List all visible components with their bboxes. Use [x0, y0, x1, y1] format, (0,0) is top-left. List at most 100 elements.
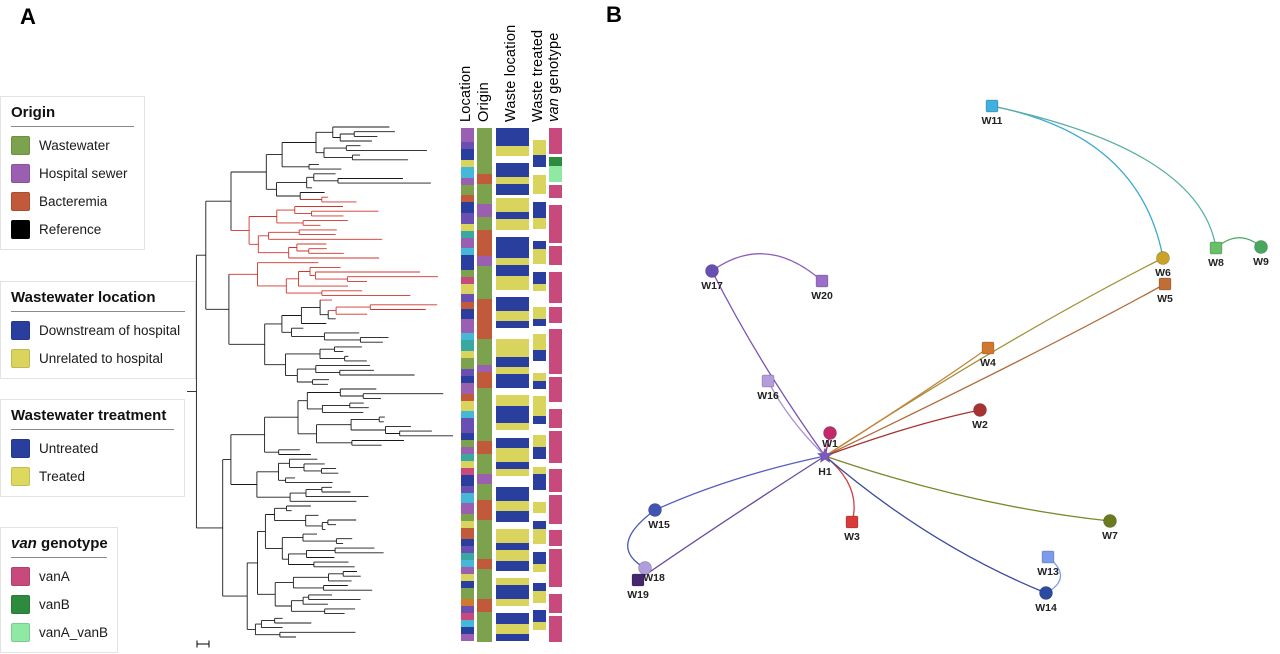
- heatmap-cell: [549, 612, 562, 617]
- heatmap-cell: [461, 559, 474, 568]
- heatmap-cell: [461, 453, 474, 461]
- heatmap-cell: [496, 339, 529, 357]
- heatmap-cell: [533, 155, 546, 167]
- network-node-label-W15: W15: [648, 519, 670, 531]
- heatmap-cell: [549, 153, 562, 157]
- scale-bar: [196, 640, 210, 648]
- heatmap-cell: [496, 613, 529, 624]
- network-node-label-W17: W17: [701, 280, 723, 292]
- heatmap-cell: [496, 486, 529, 501]
- network-node-label-W6: W6: [1155, 267, 1171, 279]
- legend-item-hospital-sewer: Hospital sewer: [11, 164, 134, 183]
- heatmap-cell: [533, 217, 546, 230]
- network-edge-W7-H1: [824, 455, 1111, 522]
- phylogenetic-tree: [187, 126, 453, 638]
- heatmap-cell: [549, 373, 562, 377]
- heatmap-cell: [549, 182, 562, 186]
- tree-branches: [187, 126, 453, 638]
- heatmap-cell: [549, 306, 562, 323]
- heatmap-cell: [461, 400, 474, 412]
- heatmap-cell: [461, 432, 474, 440]
- heatmap-cell: [477, 266, 492, 300]
- heatmap-cell: [533, 583, 546, 592]
- heatmap-cell: [461, 613, 474, 621]
- network-node-W2: [973, 403, 987, 417]
- heatmap-cell: [533, 466, 546, 475]
- heatmap-cell: [477, 216, 492, 231]
- legend-item-untreated: Untreated: [11, 439, 174, 458]
- network-node-label-W2: W2: [972, 419, 988, 431]
- heatmap-cell: [461, 574, 474, 582]
- color-swatch: [11, 321, 30, 340]
- heatmap-cell: [533, 264, 546, 272]
- heatmap-cell: [549, 491, 562, 495]
- legend-item-reference: Reference: [11, 220, 134, 239]
- heatmap-cell: [461, 368, 474, 376]
- heatmap-cell: [496, 289, 529, 297]
- legend-origin-title: Origin: [11, 104, 134, 127]
- heatmap-cell: [533, 458, 546, 467]
- heatmap-cell: [461, 166, 474, 178]
- heatmap-cell: [496, 599, 529, 607]
- heatmap-cell: [496, 388, 529, 396]
- heatmap-cell: [549, 469, 562, 492]
- heatmap-cell: [461, 545, 474, 553]
- heatmap-cell: [533, 380, 546, 389]
- heatmap-cell: [496, 258, 529, 266]
- heatmap-cell: [461, 588, 474, 599]
- heatmap-cell: [549, 204, 562, 243]
- heatmap-cell: [461, 552, 474, 560]
- heatmap-cell: [461, 142, 474, 150]
- heatmap-cell: [549, 494, 562, 524]
- network-node-label-W19: W19: [627, 589, 649, 601]
- heatmap-cell: [496, 437, 529, 449]
- legend-item-bacteremia: Bacteremia: [11, 192, 134, 211]
- transmission-network: W11 W17 W20 W6 W8 W9 W5 W4 W2 W16 W1 H1 W3 W15 W7 W13 W1…: [627, 99, 1269, 614]
- heatmap-cell: [549, 198, 562, 205]
- network-edge-W17-H1: [711, 270, 826, 457]
- heatmap-cell: [533, 610, 546, 623]
- heatmap-cell: [549, 242, 562, 247]
- heatmap-cell: [477, 388, 492, 441]
- network-node-W4: [981, 341, 995, 355]
- network-node-label-W16: W16: [757, 390, 779, 402]
- heatmap-cell: [533, 201, 546, 218]
- network-node-label-W13: W13: [1037, 566, 1059, 578]
- heatmap-cell: [496, 219, 529, 230]
- network-node-label-W5: W5: [1157, 293, 1173, 305]
- heatmap-cell: [533, 544, 546, 553]
- heatmap-column-origin: [477, 128, 492, 642]
- heatmap-cell: [477, 365, 492, 372]
- heatmap-cell: [549, 166, 562, 183]
- network-edge-W5-H1: [824, 283, 1166, 457]
- heatmap-cell: [461, 538, 474, 546]
- heatmap-cell: [533, 622, 546, 630]
- network-edge-W4-H1: [824, 347, 989, 457]
- network-node-W7: [1103, 514, 1117, 528]
- heatmap-cell: [533, 128, 546, 140]
- heatmap-cell: [461, 567, 474, 575]
- network-node-W6: [1156, 251, 1170, 265]
- heatmap-cell: [533, 174, 546, 195]
- heatmap-cell: [496, 528, 529, 544]
- network-node-W20: [815, 274, 829, 288]
- heatmap-cell: [461, 283, 474, 295]
- heatmap-cell: [533, 248, 546, 265]
- heatmap-cell: [461, 418, 474, 433]
- heatmap-cell: [496, 462, 529, 470]
- heatmap-cell: [461, 375, 474, 383]
- legend-item-label: vanA_vanB: [39, 625, 109, 640]
- legend-item-label: vanB: [39, 597, 70, 612]
- heatmap-cell: [533, 388, 546, 397]
- heatmap-cell: [477, 440, 492, 455]
- heatmap-cell: [461, 237, 474, 249]
- heatmap-cell: [549, 376, 562, 403]
- heatmap-cell: [461, 485, 474, 493]
- heatmap-cell: [461, 620, 474, 628]
- heatmap-cell: [549, 408, 562, 428]
- heatmap-cell: [533, 318, 546, 327]
- heatmap-cell: [477, 483, 492, 501]
- legend-item-label: Hospital sewer: [39, 166, 128, 181]
- heatmap-cell: [461, 230, 474, 238]
- heatmap-cell: [533, 291, 546, 307]
